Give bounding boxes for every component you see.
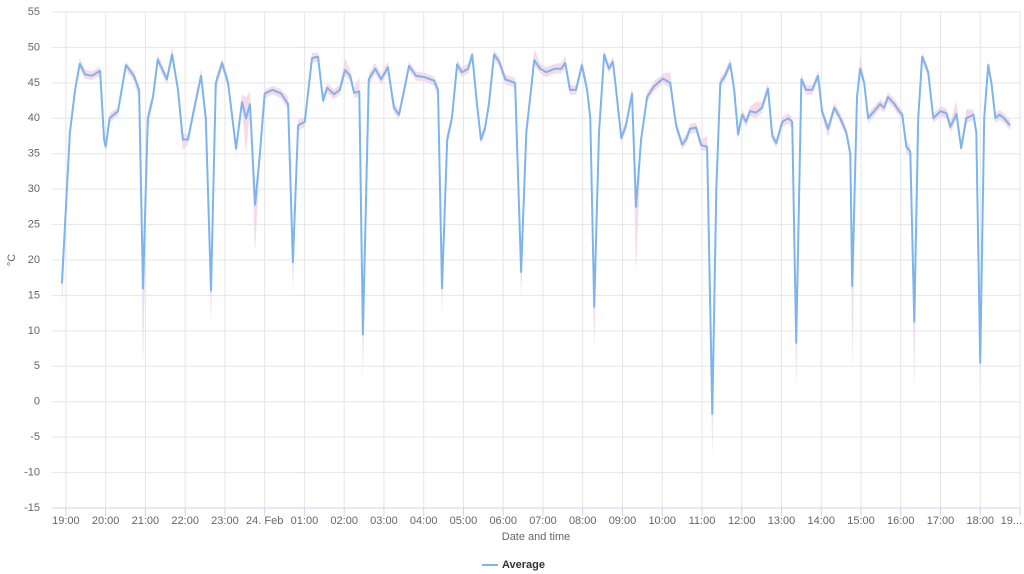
x-tick-label: 01:00 (291, 515, 319, 527)
x-tick-label: 18:00 (966, 515, 994, 527)
x-tick-label: 12:00 (728, 515, 756, 527)
series-line (60, 53, 1011, 415)
x-tick-label: 05:00 (450, 515, 478, 527)
y-tick-label: 30 (28, 183, 40, 195)
x-tick-label: 21:00 (132, 515, 160, 527)
x-tick-label: 20:00 (92, 515, 120, 527)
axes: -15 -10 -5 0 5 10 15 20 25 30 35 40 45 50 55 19:00 20:00… (24, 6, 1022, 571)
x-tick-label: 03:00 (370, 515, 398, 527)
legend-label: Average (502, 559, 545, 571)
y-tick-label: -5 (30, 431, 40, 443)
x-tick-label: 02:00 (330, 515, 358, 527)
x-tick-label: 04:00 (410, 515, 438, 527)
x-tick-label: 07:00 (529, 515, 557, 527)
y-tick-label: 45 (28, 77, 40, 89)
x-tick-label: 06:00 (489, 515, 517, 527)
x-tick-label: 16:00 (887, 515, 915, 527)
x-tick-label: 11:00 (689, 515, 716, 527)
x-tick-label: 10:00 (648, 515, 676, 527)
plot (60, 47, 1011, 459)
y-tick-label: 0 (34, 396, 40, 408)
y-tick-label: -10 (24, 466, 40, 478)
y-tick-label: -15 (24, 502, 40, 514)
x-tick-label: 22:00 (171, 515, 199, 527)
x-tick-label: 23:00 (211, 515, 239, 527)
x-tick-label: 19:00 (52, 515, 80, 527)
y-tick-label: 10 (28, 325, 40, 337)
y-axis-title: °C (6, 254, 18, 266)
y-tick-label: 55 (28, 6, 40, 18)
y-tick-label: 20 (28, 254, 40, 266)
x-axis-title: Date and time (502, 531, 570, 543)
x-tick-label: 17:00 (927, 515, 955, 527)
x-tick-label: 09:00 (609, 515, 637, 527)
y-tick-label: 40 (28, 112, 40, 124)
y-tick-label: 15 (28, 289, 40, 301)
x-tick-label: 08:00 (569, 515, 597, 527)
y-tick-label: 35 (28, 148, 40, 160)
x-tick-label: 13:00 (768, 515, 796, 527)
x-tick-label: 24. Feb (246, 515, 283, 527)
x-tick-label: 14:00 (807, 515, 835, 527)
x-tick-label: 15:00 (847, 515, 875, 527)
y-tick-label: 25 (28, 218, 40, 230)
x-tick-label: 19... (1001, 515, 1022, 527)
y-tick-label: 5 (34, 360, 40, 372)
grid (52, 11, 1021, 509)
y-tick-label: 50 (28, 41, 40, 53)
